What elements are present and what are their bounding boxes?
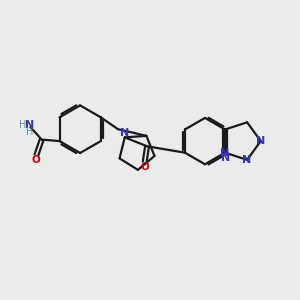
Text: H: H bbox=[19, 120, 27, 130]
Text: N: N bbox=[242, 155, 252, 165]
Text: N: N bbox=[25, 120, 34, 130]
Text: H: H bbox=[26, 128, 34, 137]
Text: N: N bbox=[220, 148, 230, 158]
Text: N: N bbox=[256, 136, 266, 146]
Text: O: O bbox=[140, 162, 149, 172]
Text: N: N bbox=[120, 128, 129, 138]
Text: O: O bbox=[32, 155, 40, 165]
Text: N: N bbox=[221, 153, 230, 163]
